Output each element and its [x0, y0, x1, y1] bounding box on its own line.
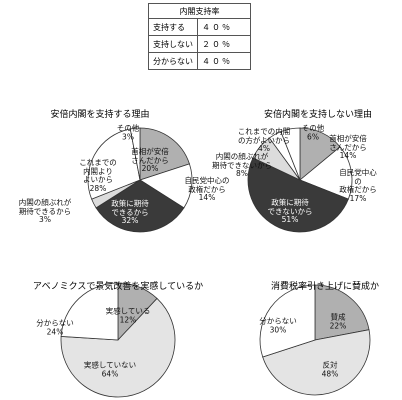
value-label: 51%	[281, 215, 299, 225]
table-cell: ２０％	[197, 35, 251, 53]
value-label: 14%	[198, 193, 216, 203]
slice-label: 首相が安倍 さんだから 20%	[131, 147, 169, 174]
pie-slice	[280, 127, 301, 181]
pie-slice	[259, 284, 316, 358]
value-label: 3%	[39, 215, 51, 225]
category-label: 自民党中心の 政権だから	[184, 176, 230, 194]
pie-slice	[129, 127, 141, 181]
category-label: 政策に期待 できるから	[111, 199, 149, 217]
chart-title: アベノミクスで景気改善を実感しているか	[32, 282, 204, 292]
pie-slice	[139, 127, 190, 181]
chart-title: 消費税率引き上げに賛成か	[270, 282, 380, 292]
pie-slice	[95, 179, 185, 233]
pie-slice	[60, 297, 176, 398]
category-label: これまでの 内閣より よいから	[79, 157, 117, 184]
category-label: その他	[301, 123, 325, 133]
category-label: 内閣の顔ぶれが 期待できるから	[18, 198, 72, 216]
slice-label: 賛成 22%	[330, 313, 347, 330]
category-label: 首相が安倍 さんだから	[329, 134, 367, 152]
table-cell: 分からない	[148, 52, 198, 70]
pie-slice	[299, 146, 353, 200]
table-cell: ４０％	[197, 18, 251, 36]
pie-slice	[60, 282, 119, 341]
slice-label: その他 6%	[302, 124, 325, 141]
category-label: 分からない	[259, 316, 297, 326]
pie-slice	[262, 329, 371, 396]
table-cell: 支持する	[148, 18, 198, 36]
value-label: 22%	[329, 321, 347, 330]
slice-label: これまでの内閣 の方がよいから 4%	[237, 127, 291, 154]
table-cell: ４０％	[197, 52, 251, 70]
value-label: 17%	[349, 193, 367, 203]
pie-slice	[314, 284, 370, 341]
slice-label: 反対 48%	[322, 361, 339, 378]
value-label: 64%	[101, 369, 119, 378]
table-cell: 支持しない	[148, 35, 198, 53]
support-table: 内閣支持率 支持する ４０％ 支持しない ２０％ 分からない ４０％	[148, 3, 251, 70]
value-label: 24%	[46, 327, 64, 336]
slice-label: 分からない 24%	[36, 319, 74, 336]
slice-label: 内閣の顔ぶれが 期待できないから 8%	[212, 152, 272, 179]
value-label: 12%	[119, 315, 137, 324]
category-label: 反対	[322, 360, 338, 370]
slice-label: 実感していない 64%	[84, 361, 136, 378]
value-label: 6%	[307, 132, 319, 141]
pie-slice	[87, 128, 141, 200]
category-label: 内閣の顔ぶれが 期待できないから	[212, 152, 272, 170]
slice-label: 自民党中心の 政権だから 14%	[184, 176, 230, 203]
category-label: 分からない	[36, 318, 74, 328]
category-label: 実感していない	[83, 360, 137, 370]
category-label: これまでの内閣 の方がよいから	[237, 127, 291, 145]
value-label: 4%	[258, 144, 270, 154]
slice-label: 政策に期待 できるから 32%	[111, 199, 149, 226]
slice-label: 実感している 12%	[106, 307, 151, 324]
category-label: 自民党中心の 政権だから	[339, 167, 377, 194]
category-label: 政策に期待 できないから	[267, 198, 313, 216]
pie-slice	[247, 157, 349, 233]
category-label: 実感している	[105, 306, 151, 316]
value-label: 32%	[121, 216, 139, 226]
value-label: 14%	[339, 151, 357, 161]
chart-title: 安倍内閣を支持しない理由	[263, 110, 373, 120]
value-label: 28%	[89, 183, 107, 193]
value-label: 20%	[141, 164, 159, 174]
slice-label: これまでの 内閣より よいから 28%	[79, 157, 117, 194]
table-title: 内閣支持率	[148, 3, 251, 19]
category-label: その他	[116, 123, 140, 133]
category-label: 首相が安倍 さんだから	[131, 147, 169, 165]
slice-label: 政策に期待 できないから 51%	[267, 198, 313, 225]
slice-label: 内閣の顔ぶれが 期待できるから 3%	[18, 198, 72, 225]
chart-title: 安倍内閣を支持する理由	[50, 110, 150, 120]
slice-label: 自民党中心の 政権だから 17%	[336, 167, 380, 204]
slice-label: その他 3%	[117, 124, 140, 141]
category-label: 賛成	[330, 312, 346, 322]
value-label: 3%	[122, 132, 134, 141]
value-label: 48%	[321, 369, 339, 378]
value-label: 30%	[269, 325, 287, 334]
slice-label: 分からない 30%	[259, 317, 297, 334]
slice-label: 首相が安倍 さんだから 14%	[329, 134, 367, 161]
value-label: 8%	[236, 169, 248, 179]
